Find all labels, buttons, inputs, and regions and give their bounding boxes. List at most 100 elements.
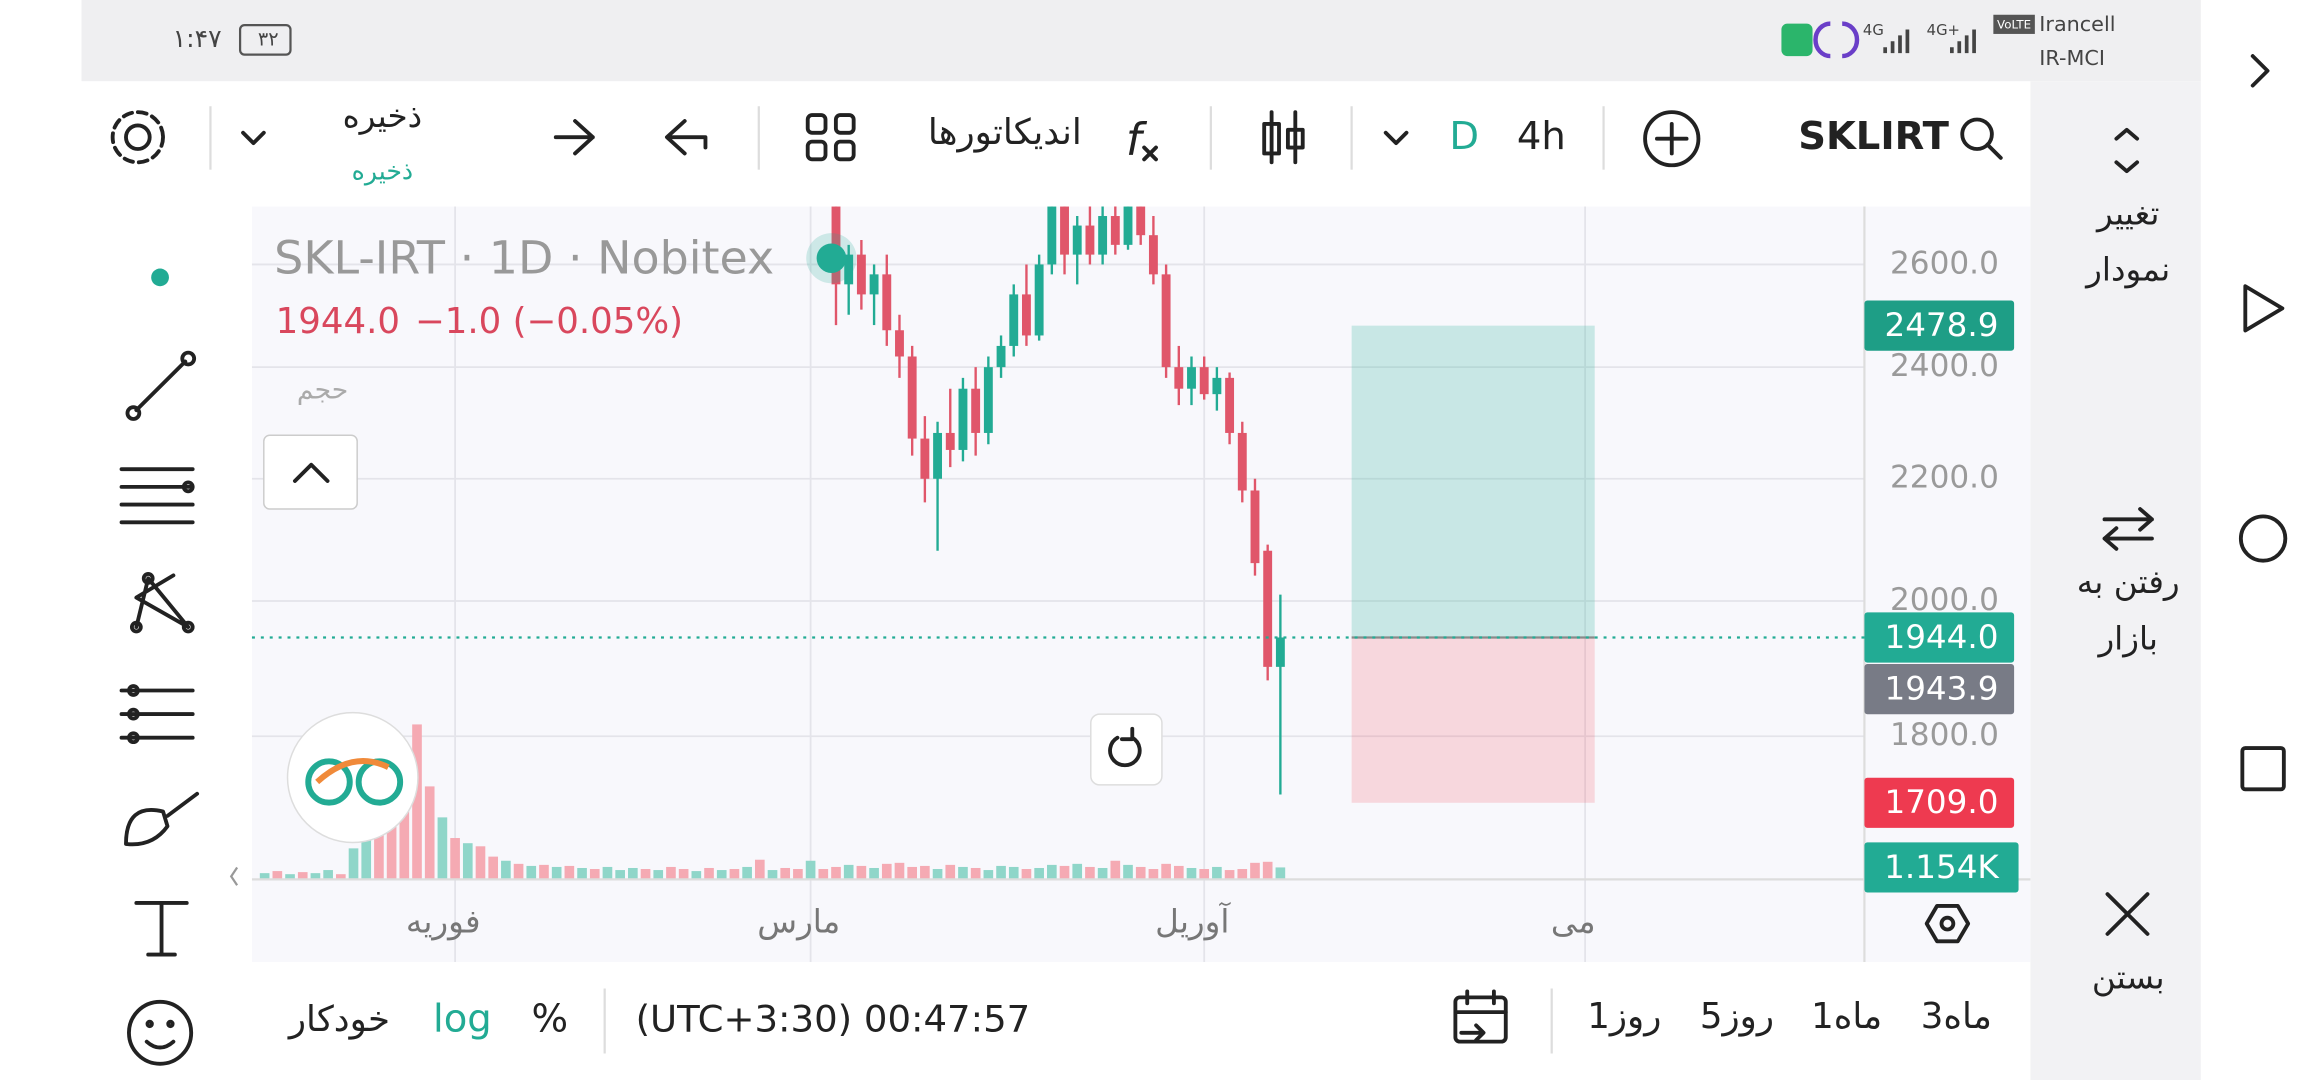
range-button[interactable]: 1روز xyxy=(1587,996,1661,1037)
redo-button[interactable] xyxy=(553,119,595,156)
interval-button[interactable]: 4h xyxy=(1517,114,1566,159)
candle-body xyxy=(869,274,879,295)
save-button[interactable]: ذخیره xyxy=(343,97,423,135)
reset-button[interactable] xyxy=(1090,713,1163,786)
nav-back[interactable] xyxy=(2243,284,2285,333)
candle-body xyxy=(856,254,866,295)
volume-bar xyxy=(742,866,752,880)
undo-button[interactable] xyxy=(664,119,708,156)
auto-toggle[interactable]: خودکار xyxy=(287,999,390,1040)
save-menu[interactable] xyxy=(241,130,266,146)
volume-bar xyxy=(945,864,956,880)
volume-bar xyxy=(691,871,702,880)
volume-bar xyxy=(310,873,321,880)
volume-bar xyxy=(1059,865,1070,880)
price-label-box xyxy=(1864,842,2019,893)
chart-type-button[interactable] xyxy=(1262,110,1305,165)
volume-bar xyxy=(704,867,714,880)
volte: VoLTE xyxy=(1997,18,2031,32)
y-tick-label: 2000.0 xyxy=(1890,582,1999,618)
volume-bar xyxy=(1047,864,1057,880)
candle-body xyxy=(1275,637,1285,667)
position-profit-zone xyxy=(1351,325,1595,638)
nav-home[interactable] xyxy=(2238,514,2288,563)
range-button[interactable]: 3ماه xyxy=(1921,996,1992,1037)
price-label-box xyxy=(1864,777,2015,828)
range-button[interactable]: 1ماه xyxy=(1811,996,1882,1037)
search-icon[interactable] xyxy=(1960,117,2003,160)
log-toggle[interactable]: log xyxy=(433,997,492,1042)
carrier: Irancell xyxy=(2039,12,2115,36)
emoji-tool[interactable] xyxy=(127,999,194,1066)
volume-bar xyxy=(361,817,372,880)
volume-bar xyxy=(1199,869,1210,880)
candle-body xyxy=(945,432,955,450)
battery-level: ۳۲ xyxy=(258,27,279,50)
volte-badge xyxy=(1993,14,2035,34)
interval-menu[interactable] xyxy=(1383,130,1409,146)
volume-bar xyxy=(996,865,1006,880)
volume-bar xyxy=(437,817,448,880)
volume-bar xyxy=(869,867,879,880)
logo-button[interactable] xyxy=(286,711,419,844)
legend-symbol: SKL-IRT · 1D · Nobitex xyxy=(274,231,774,285)
volume-bar xyxy=(666,866,676,880)
brush-tool[interactable] xyxy=(124,791,200,847)
collapse-legend[interactable] xyxy=(263,434,358,510)
candle-body xyxy=(1072,225,1082,255)
status-bar xyxy=(81,0,2201,82)
side-panel xyxy=(2030,81,2201,1080)
prediction-tool[interactable] xyxy=(119,684,195,745)
range-button[interactable]: 5روز xyxy=(1700,996,1774,1037)
interval-button[interactable]: D xyxy=(1449,114,1479,159)
price-label: 1.154K xyxy=(1884,848,1999,886)
candle-body xyxy=(1060,206,1069,255)
change-chart-button[interactable]: تغییر xyxy=(2095,194,2159,232)
volume-bar xyxy=(932,869,943,880)
change-chart-icon xyxy=(2114,127,2140,174)
change-chart-button[interactable]: نمودار xyxy=(2084,251,2170,289)
go-market-button[interactable]: رفتن به xyxy=(2077,563,2180,601)
volume-bar xyxy=(678,869,689,880)
cursor-tool[interactable] xyxy=(151,268,169,287)
add-symbol-button[interactable] xyxy=(1643,110,1701,168)
candle-body xyxy=(1237,432,1247,491)
percent-toggle[interactable]: % xyxy=(532,997,569,1042)
indicators-button[interactable]: اندیکاتورها xyxy=(928,112,1082,153)
price-label: 2478.9 xyxy=(1884,306,1998,344)
fib-tool[interactable] xyxy=(119,467,195,525)
candle-body xyxy=(958,388,968,450)
volume-bar xyxy=(1186,867,1197,880)
go-market-button[interactable]: بازار xyxy=(2096,619,2158,657)
indicators-icon xyxy=(1142,145,1158,162)
text-tool[interactable] xyxy=(134,901,189,957)
volume-bar xyxy=(615,870,625,880)
legend-volume: حجم xyxy=(297,375,348,406)
candle-body xyxy=(1250,490,1260,564)
volume-bar xyxy=(640,869,651,880)
candle-body xyxy=(1263,550,1273,667)
volume-bar xyxy=(881,863,892,880)
x-tick-label: می xyxy=(1551,903,1596,941)
volume-bar xyxy=(602,866,613,880)
candle-body xyxy=(1199,367,1209,395)
go-to-date[interactable] xyxy=(1453,989,1508,1044)
collapse-toolbar[interactable] xyxy=(229,866,239,886)
price-label: 1709.0 xyxy=(1884,783,1998,821)
symbol-search[interactable]: SKLIRT xyxy=(1798,114,1949,159)
candle-body xyxy=(1225,377,1235,433)
trend-line-tool[interactable] xyxy=(125,350,197,421)
close-button[interactable]: بستن xyxy=(2092,959,2165,997)
settings-button[interactable] xyxy=(110,110,165,165)
candle-body xyxy=(1034,264,1044,336)
layout-button[interactable] xyxy=(805,113,856,162)
candle-body xyxy=(971,388,981,433)
candle-body xyxy=(983,367,993,433)
axis-settings[interactable] xyxy=(1924,903,1971,944)
pattern-tool[interactable] xyxy=(129,572,195,634)
nav-recent[interactable] xyxy=(2240,746,2286,792)
candle-body xyxy=(1021,294,1031,336)
nav-forward[interactable] xyxy=(2250,54,2270,88)
volume-bar xyxy=(843,864,854,880)
